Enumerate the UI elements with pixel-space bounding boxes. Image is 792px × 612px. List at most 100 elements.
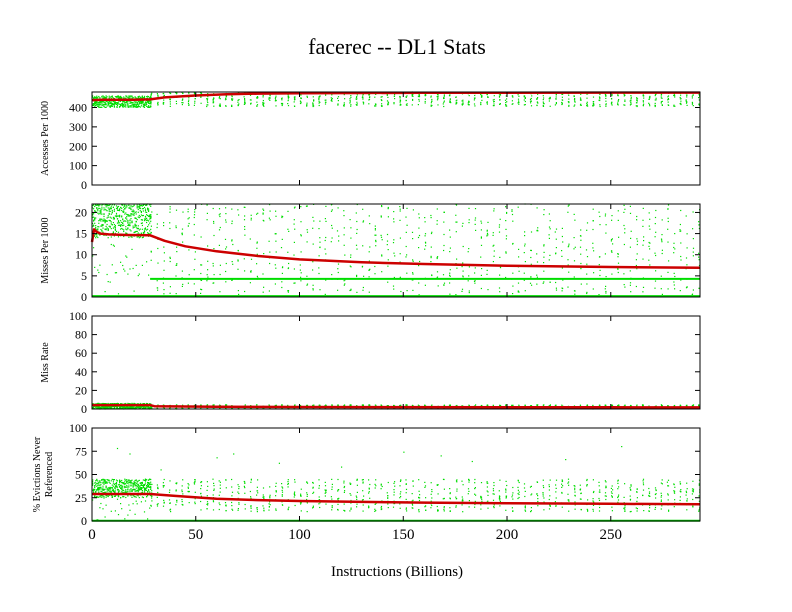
sample-point xyxy=(137,106,139,108)
sample-point xyxy=(368,276,370,278)
sample-point xyxy=(468,222,470,224)
sample-point xyxy=(93,488,95,491)
sample-point xyxy=(605,276,607,278)
sample-point xyxy=(605,232,607,234)
sample-point xyxy=(630,98,632,100)
sample-point xyxy=(624,232,626,234)
sample-point xyxy=(231,240,233,242)
sample-point xyxy=(673,252,675,254)
sample-point xyxy=(381,271,383,273)
sample-point xyxy=(281,99,283,101)
sample-point xyxy=(443,101,445,103)
sample-point xyxy=(109,101,111,103)
sample-point xyxy=(300,272,302,274)
sample-point xyxy=(146,261,148,263)
sample-point xyxy=(100,211,102,213)
sample-point xyxy=(103,478,105,481)
sample-point xyxy=(201,481,203,483)
sample-point xyxy=(148,101,150,103)
sample-point xyxy=(127,106,129,108)
sample-point xyxy=(256,241,258,243)
sample-point xyxy=(362,289,364,291)
sample-point xyxy=(604,288,606,290)
sample-point xyxy=(131,206,133,208)
sample-point xyxy=(568,102,570,104)
sample-point xyxy=(129,105,131,107)
sample-point xyxy=(137,227,139,230)
sample-point xyxy=(169,286,171,288)
sample-point xyxy=(549,404,551,406)
sample-point xyxy=(115,406,118,408)
sample-point xyxy=(182,479,184,481)
sample-point xyxy=(106,210,108,212)
sample-point xyxy=(586,263,588,265)
sample-point xyxy=(114,226,116,228)
sample-point xyxy=(375,93,377,95)
sample-point xyxy=(143,484,146,487)
sample-point xyxy=(108,105,110,107)
sample-point xyxy=(146,489,148,491)
sample-point xyxy=(150,250,152,252)
sample-point xyxy=(119,224,121,226)
sample-point xyxy=(269,407,271,409)
sample-point xyxy=(163,102,165,104)
sample-point xyxy=(330,210,333,212)
sample-point xyxy=(449,236,451,238)
sample-point xyxy=(549,220,551,222)
sample-point xyxy=(111,224,113,226)
sample-point xyxy=(99,102,101,104)
sample-point xyxy=(312,269,314,271)
sample-point xyxy=(163,485,165,487)
sample-point xyxy=(649,248,651,250)
sample-point xyxy=(331,237,333,239)
sample-point xyxy=(349,219,351,221)
sample-point xyxy=(122,496,124,498)
sample-point xyxy=(135,230,137,233)
sample-point xyxy=(655,99,657,101)
sample-point xyxy=(362,286,364,289)
sample-point xyxy=(139,100,141,102)
sample-point xyxy=(599,404,601,406)
sample-point xyxy=(506,212,508,214)
sample-point xyxy=(97,484,99,486)
sample-point xyxy=(274,283,276,285)
sample-point xyxy=(94,217,96,219)
sample-point xyxy=(107,207,109,209)
sample-point xyxy=(480,236,482,238)
sample-point xyxy=(685,257,688,259)
sample-point xyxy=(206,495,208,497)
sample-point xyxy=(605,94,607,96)
sample-point xyxy=(127,407,129,409)
sample-point xyxy=(412,273,414,275)
sample-point xyxy=(135,407,137,409)
sample-point xyxy=(141,237,143,239)
sample-point xyxy=(499,94,502,96)
sample-point xyxy=(206,489,208,491)
sample-point xyxy=(151,407,153,409)
sample-point xyxy=(226,404,228,406)
sample-point xyxy=(194,251,196,253)
sample-point xyxy=(181,102,183,104)
sample-point xyxy=(206,100,208,102)
sample-point xyxy=(449,247,451,249)
sample-point xyxy=(148,220,150,222)
sample-point xyxy=(256,101,258,103)
sample-point xyxy=(524,100,526,103)
sample-point xyxy=(486,405,488,407)
sample-point xyxy=(580,98,582,100)
sample-point xyxy=(212,207,214,210)
sample-point xyxy=(611,238,613,240)
sample-points-misses xyxy=(92,203,701,298)
sample-point xyxy=(163,499,165,501)
sample-point xyxy=(207,96,209,98)
sample-point xyxy=(117,236,120,238)
sample-point xyxy=(325,205,327,207)
sample-point xyxy=(143,407,146,409)
sample-point xyxy=(425,245,427,247)
sample-point xyxy=(112,231,114,233)
sample-point xyxy=(188,274,190,276)
sample-point xyxy=(135,211,137,213)
sample-point xyxy=(106,481,108,483)
sample-point xyxy=(680,279,682,281)
sample-point xyxy=(169,227,171,230)
